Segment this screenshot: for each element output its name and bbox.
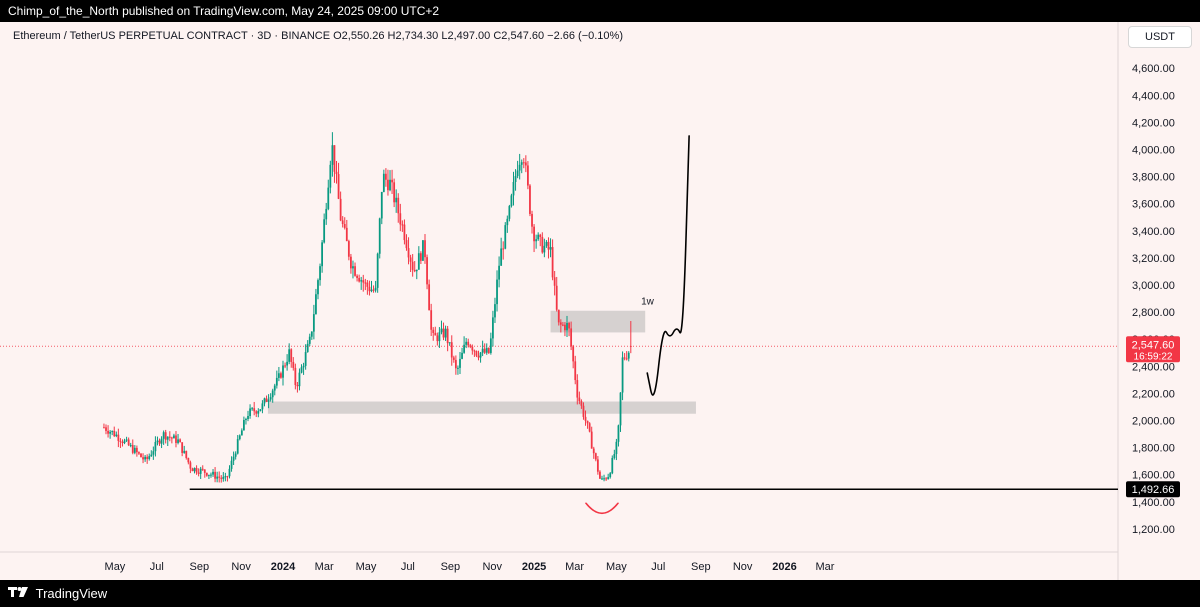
tradingview-logo-icon — [8, 581, 28, 607]
symbol-legend: Ethereum / TetherUS PERPETUAL CONTRACT ·… — [13, 30, 623, 42]
publisher-bar: Chimp_of_the_North published on TradingV… — [0, 0, 1200, 22]
footer-bar: TradingView — [0, 580, 1200, 606]
currency-button[interactable]: USDT — [1128, 26, 1192, 48]
chart-panel[interactable] — [0, 22, 1200, 580]
footer-brand: TradingView — [35, 585, 108, 601]
publisher-line: Chimp_of_the_North published on TradingV… — [8, 4, 440, 18]
